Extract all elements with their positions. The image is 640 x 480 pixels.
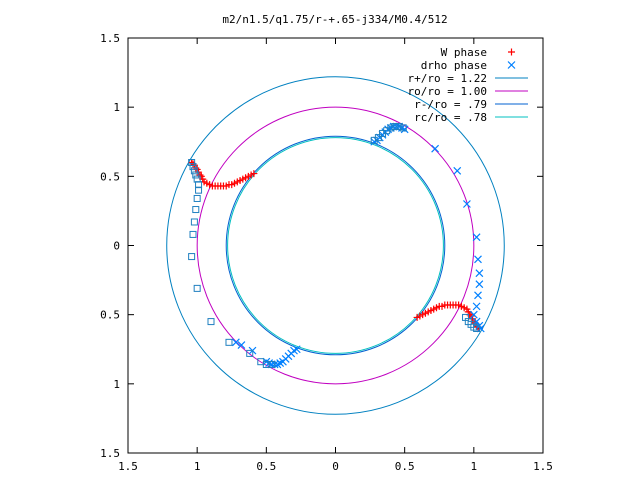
y-tick-label: 1 <box>113 378 120 391</box>
series-1-point-28 <box>250 170 258 178</box>
series-3-point-7 <box>395 123 403 131</box>
series-2-point-15 <box>462 200 471 208</box>
y-tick-label: 1.5 <box>100 447 120 460</box>
x-tick-label: 1 <box>471 460 478 473</box>
series-3-point-29 <box>246 349 254 357</box>
series-3-point-22 <box>192 206 200 214</box>
series-2-point-40 <box>231 338 240 347</box>
legend-label: rc/ro = .78 <box>414 111 487 124</box>
series-2-point-20 <box>474 291 482 300</box>
series-3-point-8 <box>399 124 407 132</box>
series-3-point-24 <box>189 230 197 238</box>
axis-ticks: 1.5 1 0.5 0 0.5 1 1.51.510.500.511.5 <box>100 32 553 473</box>
series-2-point-25 <box>476 324 485 333</box>
series-3-point-5 <box>387 124 395 132</box>
y-tick-label: 1.5 <box>100 32 120 45</box>
legend-label: W phase <box>441 46 487 59</box>
series-3-point-26 <box>193 284 201 292</box>
x-tick-label: 1 <box>194 460 201 473</box>
y-tick-label: 0.5 <box>100 309 120 322</box>
series-3-point-21 <box>193 194 201 202</box>
series-3-point-23 <box>190 218 198 226</box>
legend-label: ro/ro = 1.00 <box>408 85 487 98</box>
y-tick-label: 0 <box>113 240 120 253</box>
series-2-point-13 <box>431 144 440 153</box>
series-2-point-17 <box>474 255 482 264</box>
circle-2 <box>196 106 475 385</box>
x-tick-label: 1.5 <box>118 460 138 473</box>
x-tick-label: 1.5 <box>533 460 553 473</box>
series-3-point-20 <box>195 186 203 194</box>
series-2-point-21 <box>472 302 481 311</box>
legend-marker <box>508 48 515 56</box>
circle-3 <box>225 135 446 356</box>
series-3-point-13 <box>473 325 481 332</box>
series-3-point-14 <box>188 159 196 166</box>
y-tick-label: 1 <box>113 101 120 114</box>
chart-title: m2/n1.5/q1.75/r-+.65-j334/M0.4/512 <box>222 13 447 26</box>
x-tick-label: 0.5 <box>395 460 415 473</box>
series-2-point-18 <box>475 269 484 278</box>
circle-4 <box>227 137 444 354</box>
series-3-point-25 <box>188 253 196 261</box>
series-3-point-17 <box>192 171 200 179</box>
y-tick-label: 0.5 <box>100 170 120 183</box>
series-3-point-15 <box>189 163 197 171</box>
series-2-point-22 <box>469 310 478 319</box>
reference-circles <box>166 76 505 415</box>
series-2-point-16 <box>472 233 481 242</box>
series-3-point-2 <box>374 134 382 142</box>
series-3-point-16 <box>190 167 198 175</box>
circle-1 <box>166 76 505 415</box>
series-3-point-32 <box>268 360 276 368</box>
legend-label: r-/ro = .79 <box>414 98 487 111</box>
legend-label: drho phase <box>421 59 487 72</box>
x-tick-label: 0 <box>332 460 339 473</box>
x-tick-label: 0.5 <box>256 460 276 473</box>
series-2-point-39 <box>237 341 246 350</box>
legend-label: r+/ro = 1.22 <box>408 72 487 85</box>
series-2-point-19 <box>475 280 484 289</box>
series-3-point-27 <box>207 318 215 326</box>
series-3-point-28 <box>225 338 233 346</box>
legend-marker <box>507 61 516 69</box>
data-points <box>188 122 485 369</box>
series-3-point-6 <box>391 123 399 131</box>
series-2-point-14 <box>453 166 462 175</box>
